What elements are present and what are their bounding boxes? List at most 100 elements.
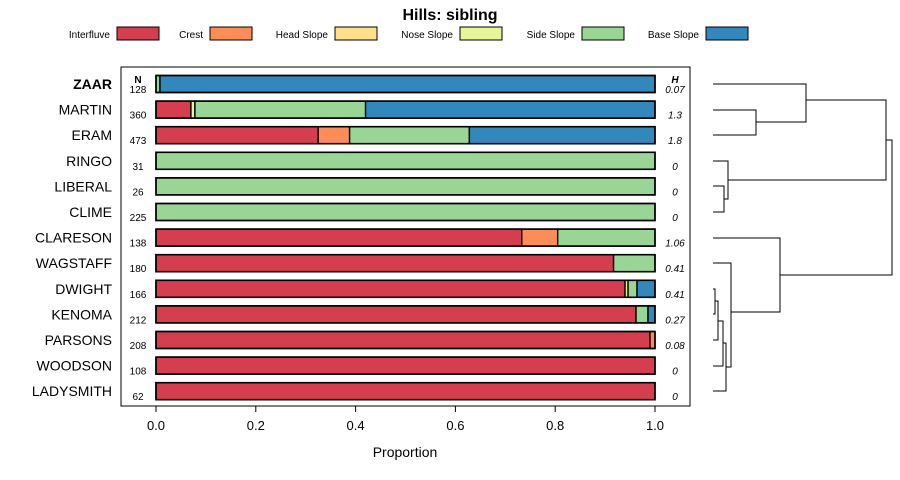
row-zaar: ZAAR 128 0.07 — [73, 74, 685, 96]
bar-segment-side-slope — [348, 125, 471, 145]
category-label: LADYSMITH — [32, 383, 112, 399]
row-eram: ERAM 473 1.8 — [72, 125, 682, 147]
dendrogram-branch — [718, 320, 724, 343]
dendrogram-branch — [713, 288, 716, 301]
row-parsons: PARSONS 208 0.08 — [45, 330, 685, 352]
h-value: 0.41 — [665, 264, 684, 275]
bar-outline — [155, 125, 656, 145]
bar-segment-base-slope — [468, 125, 656, 145]
row-dwight: DWIGHT 166 0.41 — [55, 279, 685, 301]
x-tick-label: 0.0 — [147, 418, 165, 433]
chart-title: Hills: sibling — [402, 7, 497, 24]
legend-swatch-base-slope — [705, 26, 749, 41]
bar-outline — [155, 253, 656, 273]
row-clareson: CLARESON 138 1.06 — [35, 228, 685, 250]
dendrogram — [713, 83, 893, 392]
dendrogram-branch — [723, 342, 727, 367]
bar-segment-interfluve — [155, 253, 615, 273]
category-label: DWIGHT — [55, 281, 112, 297]
bar-outline — [155, 305, 656, 324]
h-value: 1.06 — [665, 239, 685, 250]
n-value: 360 — [130, 111, 147, 122]
h-value: 0.08 — [665, 341, 685, 352]
h-value: 0 — [672, 213, 678, 224]
bar-outline — [155, 228, 656, 247]
bar-outline — [155, 151, 656, 171]
bar-segment-interfluve — [155, 305, 637, 324]
bar-segment-interfluve — [155, 330, 651, 350]
legend-swatch-head-slope — [334, 26, 378, 41]
dendrogram-branch — [728, 140, 887, 181]
plot-frame — [120, 66, 691, 407]
h-value: 0.07 — [665, 85, 685, 96]
bar-segment-base-slope — [364, 100, 656, 119]
dendrogram-branch — [713, 237, 781, 275]
dendrogram-branch — [713, 160, 729, 180]
x-axis: 0.0 0.2 0.4 0.6 0.8 1.0 — [147, 406, 664, 433]
h-value: 0 — [672, 162, 678, 173]
h-value: 0.41 — [665, 290, 684, 301]
h-value: 1.8 — [668, 136, 682, 147]
bar-segment-interfluve — [155, 100, 192, 119]
bar-outline — [155, 74, 656, 94]
n-value: 31 — [132, 162, 144, 173]
category-label: CLARESON — [35, 230, 112, 246]
bar-outline — [155, 356, 656, 375]
legend: Interfluve Crest Head Slope Nose Slope Side … — [69, 26, 749, 41]
row-kenoma: KENOMA 212 0.27 — [51, 305, 685, 326]
category-label: WOODSON — [37, 358, 112, 374]
h-value: 1.3 — [668, 111, 682, 122]
n-value: 212 — [130, 315, 147, 326]
n-value: 108 — [130, 367, 147, 378]
dendrogram-branch — [713, 262, 732, 312]
category-label: LIBERAL — [54, 178, 112, 194]
x-tick-label: 1.0 — [646, 418, 664, 433]
bar-rows: ZAAR 128 0.07 MARTIN 360 1.3 ERAM 473 1.8 RINGO 31… — [32, 74, 685, 403]
h-value: 0 — [672, 367, 678, 378]
x-tick-label: 0.4 — [347, 418, 365, 433]
bar-segment-interfluve — [155, 125, 319, 145]
bar-segment-side-slope — [155, 151, 656, 171]
x-tick-label: 0.6 — [446, 418, 464, 433]
dendrogram-branch — [713, 367, 727, 392]
n-value: 473 — [130, 136, 147, 147]
bar-segment-side-slope — [194, 100, 367, 119]
dendrogram-branch — [713, 343, 724, 367]
category-label: MARTIN — [59, 102, 112, 118]
dendrogram-branch — [731, 275, 781, 313]
dendrogram-branch — [713, 321, 719, 341]
n-value: 26 — [132, 187, 144, 198]
bar-segment-interfluve — [155, 228, 523, 247]
legend-label-head-slope: Head Slope — [276, 30, 329, 41]
dendrogram-branch — [780, 207, 893, 276]
row-ringo: RINGO 31 0 — [66, 151, 678, 173]
row-martin: MARTIN 360 1.3 — [59, 100, 682, 122]
bar-segment-base-slope — [647, 305, 656, 324]
legend-swatch-nose-slope — [459, 26, 503, 41]
legend-label-base-slope: Base Slope — [648, 30, 700, 41]
n-column-header: N — [134, 75, 141, 86]
bar-segment-side-slope — [612, 253, 656, 273]
dendrogram-branch — [806, 99, 887, 140]
dendrogram-branch — [713, 83, 807, 100]
bar-outline — [155, 279, 656, 299]
n-value: 128 — [130, 85, 147, 96]
dendrogram-branch — [713, 122, 757, 136]
category-label: RINGO — [66, 153, 112, 169]
dendrogram-branch — [715, 300, 719, 321]
dendrogram-branch — [713, 199, 725, 213]
category-label: KENOMA — [51, 306, 112, 322]
legend-label-side-slope: Side Slope — [527, 30, 576, 41]
bar-segment-interfluve — [155, 279, 626, 298]
bar-segment-side-slope — [155, 177, 656, 196]
legend-label-crest: Crest — [179, 30, 203, 41]
n-value: 166 — [130, 290, 147, 301]
bar-segment-side-slope — [155, 202, 656, 222]
h-value: 0 — [672, 187, 678, 198]
legend-label-interfluve: Interfluve — [69, 30, 111, 41]
x-axis-label: Proportion — [373, 444, 438, 460]
h-value: 0.27 — [665, 315, 685, 326]
x-tick-label: 0.2 — [247, 418, 265, 433]
row-liberal: LIBERAL 26 0 — [54, 177, 678, 198]
category-label: PARSONS — [45, 332, 112, 348]
